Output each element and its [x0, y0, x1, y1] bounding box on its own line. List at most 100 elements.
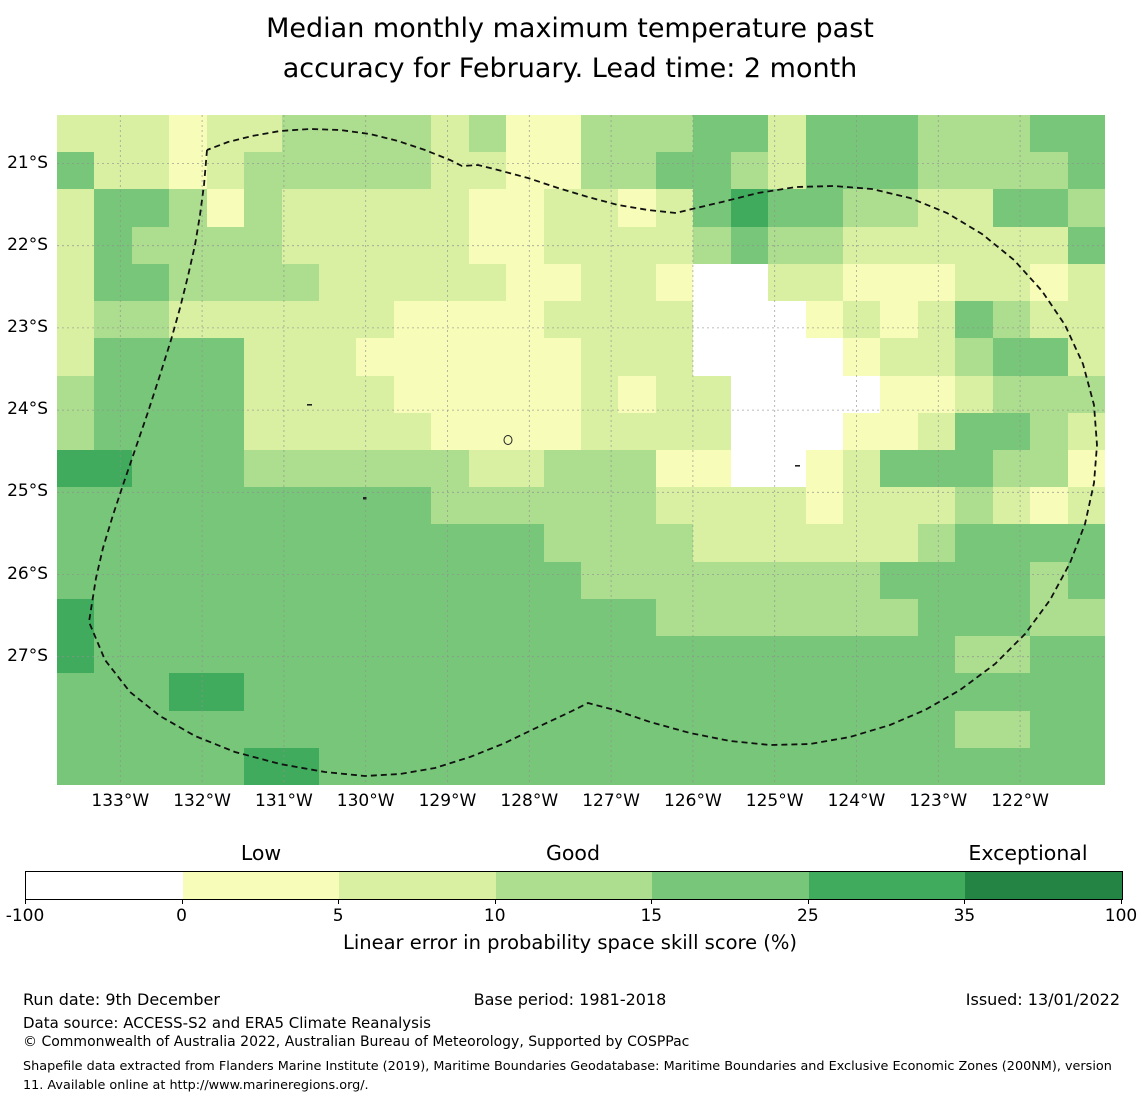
heatmap-cell — [131, 189, 170, 227]
heatmap-cell — [318, 673, 357, 711]
colorbar-tick-label: 15 — [640, 906, 663, 926]
heatmap-cell — [244, 152, 282, 190]
heatmap-cell — [244, 412, 282, 450]
heatmap-cell — [356, 524, 394, 562]
heatmap-cell — [431, 338, 469, 376]
heatmap-cell — [842, 189, 881, 227]
heatmap-cell — [131, 375, 170, 413]
heatmap-cell — [730, 301, 769, 339]
x-tick-label: 127°W — [582, 791, 640, 811]
heatmap-cell — [131, 226, 170, 264]
colorbar-tick-label: 5 — [332, 906, 344, 926]
heatmap-cell — [131, 115, 170, 153]
heatmap-cell — [431, 375, 469, 413]
heatmap-cell — [393, 449, 432, 488]
heatmap-cell — [57, 152, 95, 190]
chart-title-line1: Median monthly maximum temperature past — [266, 13, 874, 44]
heatmap-cell — [94, 338, 132, 376]
heatmap-cell — [730, 115, 769, 153]
heatmap-cell — [768, 301, 806, 339]
heatmap-cell — [131, 449, 170, 488]
heatmap-cell — [244, 226, 282, 264]
heatmap-cell — [992, 412, 1031, 450]
heatmap-cell — [431, 301, 469, 339]
x-tick-label: 132°W — [173, 791, 231, 811]
heatmap-cell — [580, 598, 619, 637]
heatmap-cell — [768, 263, 806, 302]
heatmap-cell — [1030, 487, 1068, 525]
heatmap-cell — [730, 338, 769, 376]
heatmap-cell — [131, 598, 170, 637]
heatmap-cell — [431, 598, 469, 637]
heatmap-cell — [206, 449, 245, 488]
heatmap-cell — [955, 673, 993, 711]
heatmap-cell — [281, 152, 319, 190]
heatmap-cell — [57, 263, 95, 302]
colorbar-tick-label: 10 — [483, 906, 506, 926]
colorbar-segment — [652, 872, 809, 899]
heatmap-cell — [468, 189, 507, 227]
heatmap-cell — [94, 636, 132, 674]
heatmap-cell — [1067, 152, 1105, 190]
heatmap-cell — [693, 487, 731, 525]
heatmap-cell — [805, 226, 843, 264]
heatmap-cell — [131, 412, 170, 450]
heatmap-cell — [468, 226, 507, 264]
colorbar-category-label: Good — [546, 841, 600, 865]
heatmap-cell — [768, 412, 806, 450]
heatmap-cell — [318, 524, 357, 562]
heatmap-cell — [580, 375, 619, 413]
heatmap-cell — [580, 152, 619, 190]
heatmap-cell — [431, 673, 469, 711]
heatmap-cell — [768, 226, 806, 264]
heatmap-cell — [169, 263, 207, 302]
chart-title-line2: accuracy for February. Lead time: 2 mont… — [282, 53, 858, 84]
heatmap-cell — [992, 524, 1031, 562]
heatmap-cell — [468, 449, 507, 488]
heatmap-cell — [618, 226, 656, 264]
heatmap-cell — [543, 338, 581, 376]
heatmap-cell — [281, 375, 319, 413]
heatmap-cell — [842, 673, 881, 711]
heatmap-cell — [618, 338, 656, 376]
heatmap-cell — [94, 189, 132, 227]
heatmap-cell — [618, 189, 656, 227]
heatmap-cell — [206, 673, 245, 711]
heatmap-cell — [880, 115, 918, 153]
heatmap-cell — [618, 263, 656, 302]
heatmap-cell — [992, 487, 1031, 525]
heatmap-cell — [618, 710, 656, 748]
heatmap-cell — [1030, 301, 1068, 339]
heatmap-cell — [57, 598, 95, 637]
heatmap-cell — [805, 747, 843, 785]
heatmap-cell — [805, 673, 843, 711]
heatmap-cell — [356, 338, 394, 376]
heatmap-cell — [992, 301, 1031, 339]
heatmap-cell — [281, 673, 319, 711]
heatmap-cell — [94, 375, 132, 413]
heatmap-cell — [281, 115, 319, 153]
x-tick-label: 129°W — [418, 791, 477, 811]
heatmap-cell — [431, 710, 469, 748]
heatmap-cell — [805, 152, 843, 190]
footer-base-period: Base period: 1981-2018 — [473, 990, 667, 1009]
heatmap-cell — [543, 636, 581, 674]
heatmap-cell — [468, 375, 507, 413]
heatmap-cell — [57, 412, 95, 450]
heatmap-cell — [655, 412, 694, 450]
heatmap-cell — [169, 338, 207, 376]
heatmap-cell — [393, 263, 432, 302]
heatmap-cell — [206, 487, 245, 525]
colorbar-tick — [964, 899, 966, 904]
heatmap-cell — [655, 673, 694, 711]
heatmap-cell — [768, 115, 806, 153]
heatmap-cell — [917, 338, 956, 376]
heatmap-cell — [281, 636, 319, 674]
heatmap-cell — [94, 226, 132, 264]
heatmap-cell — [693, 747, 731, 785]
heatmap-cell — [244, 710, 282, 748]
colorbar-segment — [26, 872, 183, 899]
heatmap-cell — [955, 524, 993, 562]
heatmap-cell — [356, 747, 394, 785]
heatmap-cell — [955, 412, 993, 450]
